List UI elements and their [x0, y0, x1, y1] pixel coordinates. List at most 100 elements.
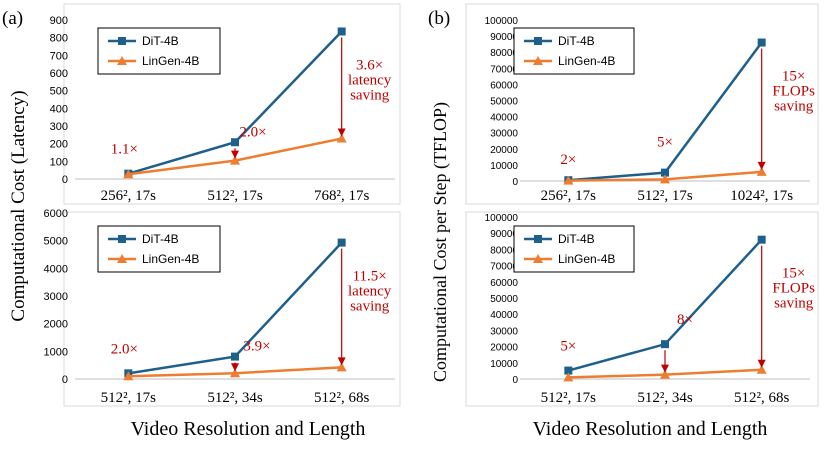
data-point-lingen — [123, 371, 134, 381]
data-point-dit — [757, 235, 766, 244]
annotation-text: 2.0× — [111, 341, 138, 357]
data-point-dit — [661, 168, 669, 177]
data-point-lingen — [336, 362, 347, 372]
data-point-lingen — [660, 369, 670, 379]
y-tick-label: 100000 — [485, 16, 519, 27]
legend-marker-dit — [534, 235, 542, 243]
annotation-text: 3.6× — [356, 57, 383, 73]
y-tick-label: 0 — [512, 375, 518, 386]
annotation-text: 15× — [782, 266, 805, 282]
legend-box — [97, 225, 221, 273]
subplot-frame-b-top — [465, 3, 819, 205]
y-tick-label: 40000 — [490, 310, 518, 321]
data-point-lingen — [660, 174, 670, 184]
y-tick-label: 1000 — [44, 346, 68, 358]
y-tick-label: 10000 — [490, 161, 518, 172]
data-point-lingen — [563, 372, 574, 382]
y-axis-title-a: Computational Cost (Latency) — [8, 90, 29, 321]
y-tick-label: 900 — [50, 15, 68, 27]
y-tick-label: 70000 — [490, 64, 518, 75]
data-point-dit — [337, 27, 346, 36]
data-point-lingen — [336, 133, 347, 143]
data-point-lingen — [230, 368, 240, 378]
annotation-arrowhead — [337, 128, 346, 137]
annotation-text: 1.1× — [111, 142, 138, 158]
annotation-text: latency — [348, 284, 392, 300]
y-tick-label: 600 — [50, 68, 68, 80]
legend-marker-dit — [118, 235, 126, 243]
x-tick-label: 768², 17s — [314, 188, 369, 204]
subplot-frame-a-bottom — [63, 211, 401, 407]
data-point-lingen — [756, 364, 767, 374]
legend-box — [513, 225, 635, 273]
annotation-arrowhead — [757, 161, 766, 170]
x-tick-label: 256², 17s — [101, 188, 156, 204]
y-tick-label: 50000 — [490, 97, 518, 108]
y-tick-label: 10000 — [490, 359, 518, 370]
y-tick-label: 0 — [62, 374, 68, 386]
legend-marker-dit — [118, 37, 126, 45]
y-tick-label: 4000 — [44, 263, 68, 275]
y-tick-label: 40000 — [490, 113, 518, 124]
legend-label: DiT-4B — [142, 34, 179, 48]
legend-marker-lingen — [533, 56, 543, 65]
annotation-arrowhead — [231, 150, 239, 159]
y-tick-label: 800 — [50, 33, 68, 45]
annotation-text: 11.5× — [353, 269, 387, 285]
annotation-text: 2× — [560, 152, 576, 168]
annotation-text: saving — [350, 87, 390, 103]
x-tick-label: 512², 34s — [207, 390, 262, 406]
legend-label: DiT-4B — [558, 34, 595, 48]
annotation-text: 5× — [560, 339, 576, 355]
legend-label: LinGen-4B — [142, 54, 199, 68]
subplot-a-top: 0 100 200 300 400 500 600 700 800 900 256², 17s 512… — [50, 15, 395, 204]
y-tick-label: 90000 — [490, 32, 518, 43]
y-tick-label: 50000 — [490, 294, 518, 305]
y-tick-label: 30000 — [490, 326, 518, 337]
annotation-arrowhead — [757, 359, 766, 368]
legend-box — [513, 27, 635, 75]
y-tick-label: 30000 — [490, 129, 518, 140]
data-point-dit — [231, 138, 239, 147]
data-point-lingen — [563, 175, 574, 185]
data-point-lingen — [756, 166, 767, 176]
subplot-a-bottom: 0 1000 2000 3000 4000 5000 6000 512², 17s 512², … — [44, 208, 395, 406]
panel-label-b: (b) — [428, 8, 450, 29]
annotation-text: 8× — [677, 312, 693, 328]
legend-marker-lingen — [533, 254, 543, 263]
x-axis-title-a: Video Resolution and Length — [131, 418, 366, 440]
annotation-text: FLOPs — [772, 84, 815, 100]
subplot-frame-a-top — [63, 3, 401, 205]
y-tick-label: 100000 — [485, 213, 519, 224]
x-tick-label: 512², 68s — [314, 390, 369, 406]
annotation-text: saving — [774, 296, 814, 312]
x-tick-label: 512², 17s — [207, 188, 262, 204]
y-tick-label: 0 — [62, 174, 68, 186]
annotation-text: saving — [774, 99, 814, 115]
y-tick-label: 60000 — [490, 80, 518, 91]
y-tick-label: 5000 — [44, 236, 68, 248]
plots-layer: 0 100 200 300 400 500 600 700 800 900 256², 17s 512… — [44, 15, 816, 406]
data-point-lingen — [230, 155, 240, 165]
x-tick-label: 512², 68s — [734, 390, 789, 406]
panel-label-a: (a) — [2, 8, 23, 29]
data-point-lingen — [123, 169, 134, 179]
annotation-arrowhead — [661, 364, 669, 373]
x-axis-title-b: Video Resolution and Length — [533, 418, 768, 440]
x-tick-label: 512², 17s — [101, 390, 156, 406]
legend-marker-dit — [534, 37, 542, 45]
y-tick-label: 80000 — [490, 48, 518, 59]
subplot-b-bottom: 0 10000 20000 30000 40000 50000 60000 70000 8000… — [485, 213, 815, 406]
y-axis-title-b: Computational Cost per Step (TFLOP) — [430, 102, 451, 382]
y-tick-label: 300 — [50, 121, 68, 133]
subplot-b-top: 0 10000 20000 30000 40000 50000 60000 70000 8000… — [485, 16, 815, 204]
annotation-arrowhead — [231, 363, 239, 372]
y-tick-label: 20000 — [490, 145, 518, 156]
y-tick-label: 20000 — [490, 343, 518, 354]
data-point-dit — [564, 366, 573, 375]
annotation-text: latency — [348, 72, 392, 88]
annotation-text: FLOPs — [772, 281, 815, 297]
legend-box — [97, 27, 221, 75]
x-tick-label: 512², 17s — [541, 390, 596, 406]
annotation-text: 2.0× — [239, 124, 266, 140]
